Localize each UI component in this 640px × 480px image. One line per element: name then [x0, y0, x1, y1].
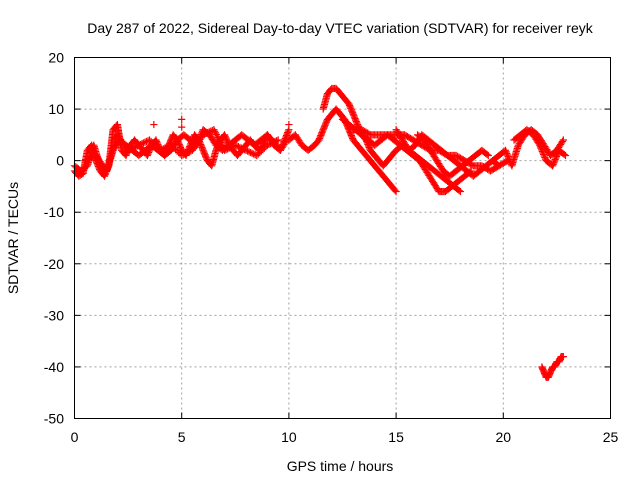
y-tick-label: -10 [44, 204, 64, 220]
y-tick-label: 10 [48, 101, 64, 117]
x-tick-label: 25 [603, 429, 619, 445]
plot-frame [74, 57, 611, 419]
chart-title: Day 287 of 2022, Sidereal Day-to-day VTE… [87, 20, 593, 36]
x-tick-label: 0 [71, 429, 79, 445]
data-point [392, 187, 400, 196]
data-point [456, 187, 465, 196]
data-point [178, 115, 186, 123]
data-point [559, 353, 567, 361]
data-point [150, 120, 158, 129]
y-tick-label: -20 [44, 256, 64, 272]
y-ticks: -50 -40 -30 -20 -10 0 10 20 [44, 50, 611, 427]
data-point [285, 120, 293, 129]
y-tick-label: -50 [44, 411, 64, 427]
grid [74, 57, 611, 419]
y-tick-label: 0 [56, 153, 64, 169]
x-tick-label: 10 [281, 429, 297, 445]
data-point [455, 186, 463, 195]
data-point [274, 136, 282, 144]
data-point [560, 150, 568, 159]
y-tick-label: 20 [48, 50, 64, 66]
data-point [559, 136, 567, 144]
data-point [495, 162, 503, 170]
x-tick-label: 20 [496, 429, 512, 445]
y-axis-label: SDTVAR / TECUs [5, 182, 21, 294]
x-tick-label: 5 [178, 429, 186, 445]
data-point [483, 150, 491, 159]
y-tick-label: -30 [44, 307, 64, 323]
y-tick-label: -40 [44, 359, 64, 375]
data-point [561, 151, 570, 160]
data-point [391, 186, 399, 194]
data-point [494, 161, 502, 169]
data-points [70, 84, 570, 381]
x-tick-label: 15 [388, 429, 404, 445]
data-point [178, 123, 186, 131]
data-point [484, 151, 492, 160]
x-axis-label: GPS time / hours [287, 458, 394, 474]
